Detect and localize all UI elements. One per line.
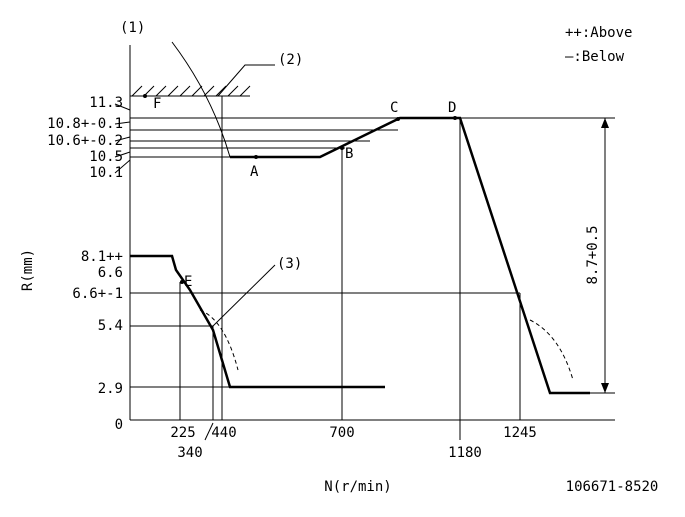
x-label: 1245 (503, 425, 537, 441)
y-label: 10.6+-0.2 (47, 133, 123, 149)
point-label: F (153, 96, 161, 112)
y-label: 10.8+-0.1 (47, 116, 123, 132)
ref-label: (3) (277, 256, 302, 272)
x-label: 340 (177, 445, 202, 461)
y-label: 10.5 (89, 149, 123, 165)
point-label: A (250, 164, 259, 180)
dimension-arrow (590, 118, 615, 394)
point-dots (143, 94, 457, 284)
legend-below: —:Below (565, 49, 625, 65)
x-label: 1180 (448, 445, 482, 461)
x-label: 700 (329, 425, 354, 441)
axes (129, 45, 615, 421)
ref-label: (1) (120, 20, 145, 36)
point-label: D (448, 100, 456, 116)
drawing-number: 106671-8520 (566, 479, 659, 495)
y-label: 2.9 (98, 381, 123, 397)
reference-lines (114, 96, 615, 441)
stopper (130, 64, 275, 97)
y-label: 6.6+-1 (72, 286, 123, 302)
ref-label: (2) (278, 52, 303, 68)
x-axis-title: N(r/min) (324, 479, 391, 495)
dimension-label: 8.7+0.5 (585, 225, 601, 284)
y-label: 6.6 (98, 265, 123, 281)
x-label: 440 (211, 425, 236, 441)
curves (130, 41, 590, 395)
origin-label: 0 (115, 417, 123, 433)
y-label: 10.1 (89, 165, 123, 181)
y-label: 5.4 (98, 318, 123, 334)
point-label: E (184, 274, 192, 290)
point-label: B (345, 146, 353, 162)
y-axis-title: R(mm) (20, 249, 36, 291)
x-label: 225 (170, 425, 195, 441)
y-label: 11.3 (89, 95, 123, 111)
point-label: C (390, 100, 398, 116)
legend-above: ++:Above (565, 25, 632, 41)
y-label: 8.1++ (81, 249, 123, 265)
